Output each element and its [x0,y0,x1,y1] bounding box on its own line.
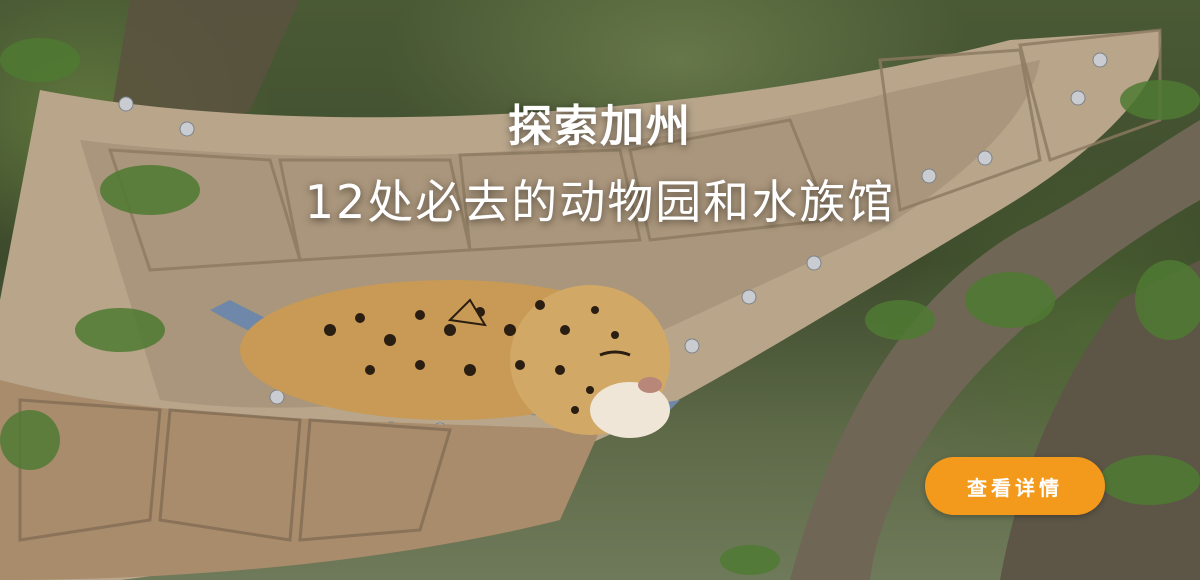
view-details-button[interactable]: 查看详情 [925,457,1105,515]
hero-headline: 探索加州 12处必去的动物园和水族馆 [0,95,1200,237]
hero-title-line2: 12处必去的动物园和水族馆 [304,175,896,229]
hero-title-line1: 探索加州 [508,101,692,152]
